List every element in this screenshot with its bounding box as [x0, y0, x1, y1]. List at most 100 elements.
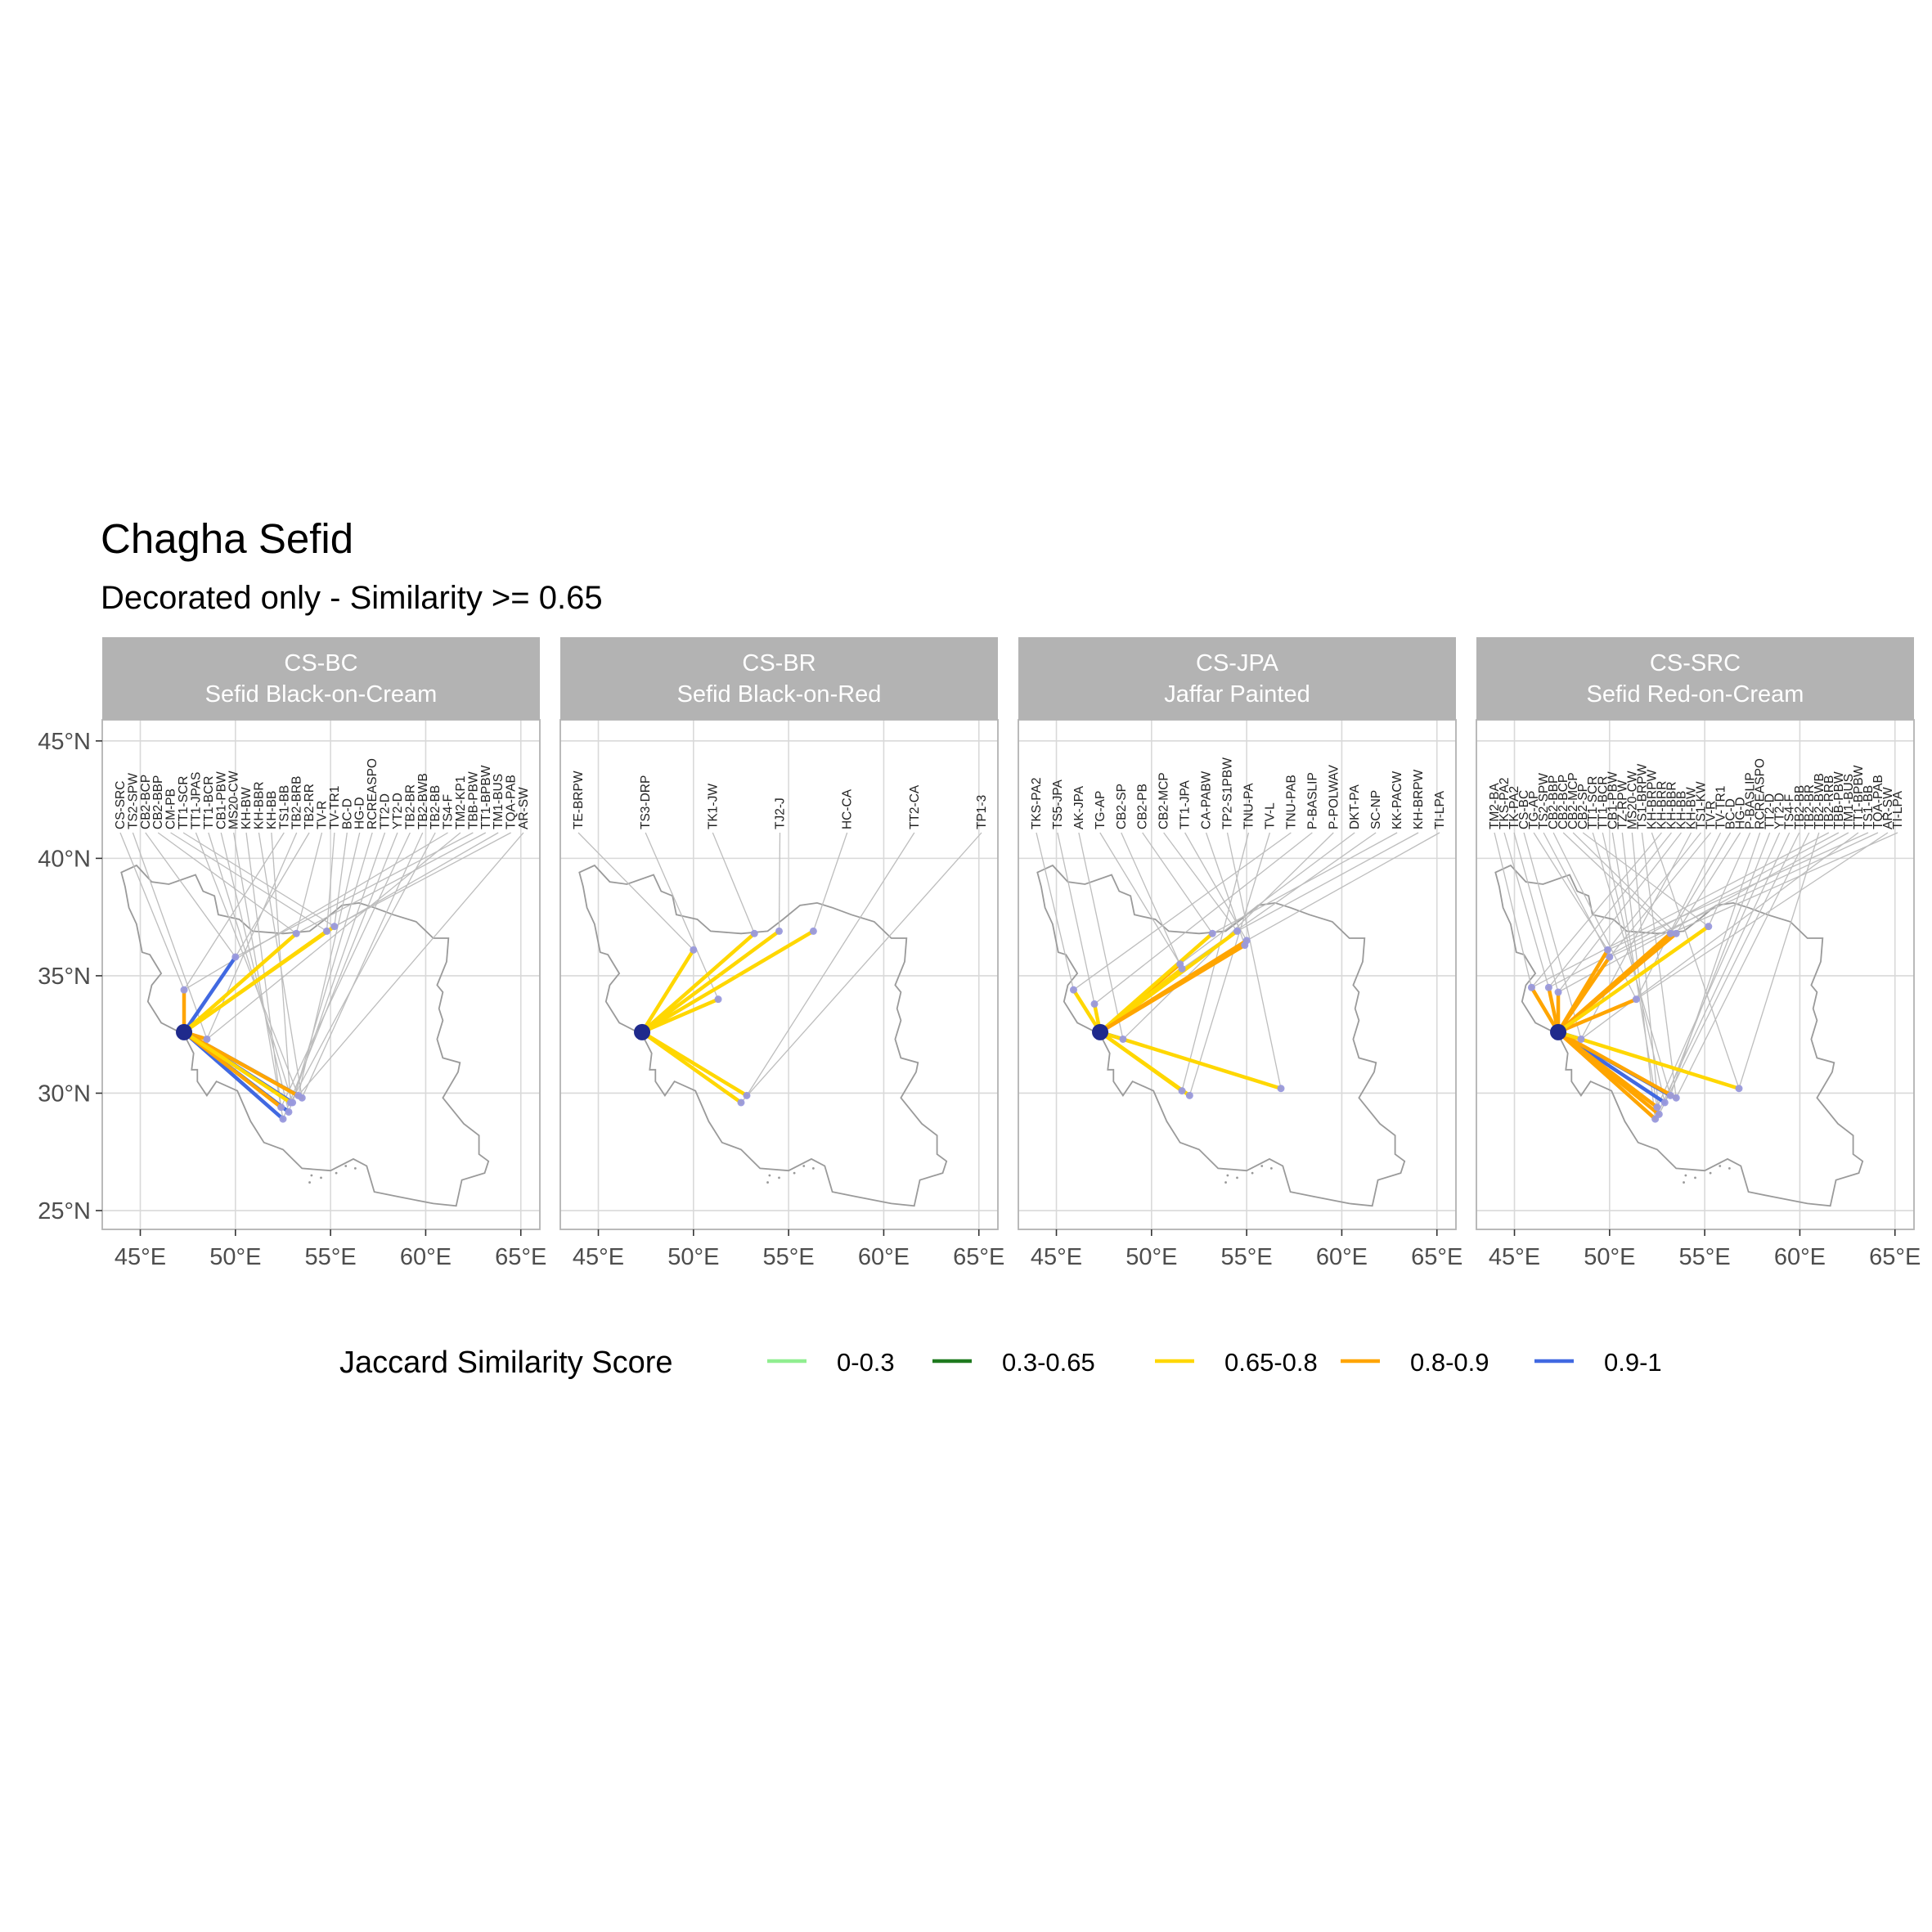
facet-strip-code: CS-SRC	[1650, 650, 1741, 676]
site-label: BC-D	[340, 798, 354, 829]
similarity-link	[1556, 924, 1711, 1035]
label-leader-line	[577, 832, 694, 950]
country-outline	[578, 864, 948, 1207]
x-tick-label: 60°E	[1774, 1244, 1826, 1270]
label-leader-line	[1073, 832, 1292, 991]
site-point	[1069, 986, 1077, 994]
site-label: CS-SRC	[114, 781, 128, 829]
facet-strip-code: CS-BR	[742, 650, 815, 676]
site-label: TT1-JPAS	[189, 772, 203, 829]
label-leader-line	[295, 832, 487, 934]
site-label: TV-R	[1705, 801, 1719, 829]
site-point	[1672, 929, 1680, 937]
island-mark	[1728, 1166, 1731, 1170]
label-leader-line	[1572, 832, 1677, 934]
facet-strip-name: Sefid Red-on-Cream	[1587, 681, 1804, 708]
site-point	[1632, 995, 1640, 1004]
y-tick-label: 35°N	[38, 964, 91, 990]
site-label: TB2-BWB	[1813, 773, 1826, 829]
site-label: TS4-F	[1783, 794, 1797, 829]
facet-strip-name: Jaffar Painted	[1164, 681, 1310, 708]
x-tick-label: 65°E	[1411, 1244, 1462, 1270]
site-point	[1666, 929, 1674, 937]
legend-label: 0.9-1	[1604, 1348, 1662, 1377]
label-leader-line	[1543, 832, 1611, 958]
island-mark	[768, 1174, 771, 1177]
x-tick-label: 45°E	[1031, 1244, 1082, 1270]
site-label: TKS-PA2	[1498, 778, 1512, 829]
similarity-link	[640, 929, 781, 1035]
x-tick-label: 55°E	[1221, 1244, 1273, 1270]
panel-background	[1476, 720, 1914, 1229]
label-leader-line	[645, 832, 719, 1000]
similarity-links	[1527, 923, 1743, 1123]
site-point	[180, 986, 188, 994]
similarity-link	[1098, 929, 1239, 1035]
site-label: TB2-BRB	[290, 776, 304, 829]
label-leader-lines	[1036, 832, 1440, 1096]
y-tick-label: 30°N	[38, 1081, 91, 1107]
similarity-link	[1098, 943, 1247, 1035]
label-leader-line	[295, 832, 323, 934]
site-label: CB2-PB	[1136, 784, 1150, 829]
site-label: TS5-JPA	[1051, 779, 1065, 829]
similarity-link	[1556, 997, 1638, 1035]
site-label: TP1-3	[975, 795, 989, 829]
country-outline	[120, 864, 490, 1207]
facet-strip	[560, 637, 998, 720]
label-leader-line	[233, 832, 284, 1120]
y-tick-label: 45°N	[38, 729, 91, 755]
label-leader-line	[182, 832, 335, 928]
site-label: HG-D	[353, 797, 367, 829]
similarity-link	[640, 1030, 744, 1105]
label-leader-line	[290, 832, 436, 1103]
site-point	[203, 1035, 211, 1043]
site-label: KH-BBR	[252, 781, 266, 829]
label-leader-line	[298, 832, 524, 1096]
site-label: TB2-BWB	[416, 773, 430, 829]
legend-title: Jaccard Similarity Score	[339, 1346, 673, 1380]
similarity-link	[1072, 987, 1103, 1035]
island-mark	[1684, 1174, 1687, 1177]
site-label: TI-LPA	[1433, 790, 1447, 829]
label-leader-line	[1557, 832, 1849, 993]
site-label: TT1-BPBW	[479, 765, 493, 829]
site-label: CB2-BBP	[151, 775, 165, 829]
island-mark	[766, 1181, 769, 1184]
site-point	[322, 927, 330, 935]
label-leader-line	[1552, 832, 1637, 1000]
site-label: AR-SW	[1881, 787, 1895, 829]
label-leader-line	[245, 832, 282, 1108]
site-point	[1672, 1094, 1680, 1102]
similarity-link	[1556, 955, 1612, 1035]
site-point	[1208, 929, 1216, 937]
site-point	[1606, 953, 1614, 961]
x-tick-label: 60°E	[858, 1244, 910, 1270]
panel-background	[102, 720, 540, 1229]
label-leader-line	[1513, 832, 1559, 993]
site-label: TB2-RRB	[1822, 775, 1836, 829]
site-point	[1233, 927, 1241, 935]
similarity-links	[1069, 927, 1285, 1099]
site-label: CB1-PBW	[214, 771, 228, 829]
label-leader-line	[1669, 832, 1898, 934]
site-label: YT2-D	[1773, 793, 1787, 829]
site-label: P-BASLIP	[1744, 772, 1758, 829]
label-leader-line	[157, 832, 297, 934]
label-leader-lines	[577, 832, 982, 1103]
legend-label: 0.3-0.65	[1002, 1348, 1095, 1377]
site-label: TQA-PAB	[1871, 775, 1885, 829]
site-point	[277, 1103, 285, 1112]
site-labels: CS-SRCTS2-SPWCB2-BCPCB2-BBPCM-PBTT1-SCRT…	[114, 758, 531, 829]
site-label: KK-PACW	[1391, 771, 1404, 829]
site-label: TP2-S1PBW	[1221, 757, 1235, 829]
x-tick-label: 50°E	[209, 1244, 261, 1270]
panel-border	[1476, 719, 1915, 1230]
site-label: TBB-PBW	[1832, 771, 1846, 829]
site-label: CB2-MCP	[1566, 772, 1580, 829]
similarity-link	[1556, 1030, 1661, 1117]
site-label: TT1-JPA	[1179, 780, 1193, 829]
site-label: CB1-PBW	[1606, 771, 1620, 829]
x-tick-label: 45°E	[1489, 1244, 1540, 1270]
